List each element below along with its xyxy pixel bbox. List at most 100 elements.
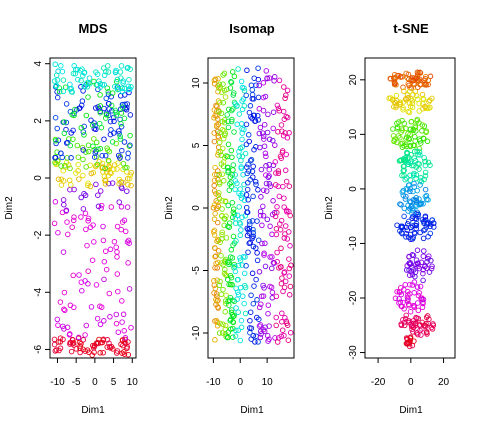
data-point bbox=[419, 304, 426, 311]
data-point bbox=[283, 151, 289, 158]
data-point bbox=[237, 232, 244, 239]
data-point bbox=[86, 75, 93, 81]
data-point bbox=[92, 122, 98, 129]
data-point bbox=[74, 142, 81, 149]
data-point bbox=[233, 238, 239, 244]
data-point bbox=[279, 319, 285, 325]
data-point bbox=[93, 282, 100, 288]
data-point bbox=[227, 317, 233, 324]
data-point bbox=[63, 119, 70, 126]
data-point bbox=[102, 181, 109, 187]
data-point bbox=[260, 326, 267, 333]
data-point bbox=[420, 235, 427, 242]
data-point bbox=[422, 158, 428, 165]
data-point bbox=[222, 266, 228, 273]
data-point bbox=[101, 258, 108, 265]
data-point bbox=[118, 75, 124, 81]
data-point bbox=[89, 122, 96, 128]
data-point bbox=[387, 75, 394, 82]
data-point bbox=[416, 120, 422, 126]
data-point bbox=[268, 284, 275, 290]
data-point bbox=[429, 217, 436, 223]
data-point bbox=[82, 192, 89, 199]
data-point bbox=[101, 72, 108, 79]
x-tick-label: 5 bbox=[111, 377, 117, 388]
data-point bbox=[266, 166, 273, 173]
data-point bbox=[67, 165, 73, 172]
data-point bbox=[411, 180, 417, 187]
data-point bbox=[236, 153, 242, 159]
data-point bbox=[106, 106, 112, 112]
data-point bbox=[126, 240, 132, 246]
data-point bbox=[414, 96, 421, 103]
data-point bbox=[258, 166, 265, 173]
data-point bbox=[108, 102, 115, 109]
data-point bbox=[245, 227, 251, 233]
data-point bbox=[403, 193, 409, 200]
data-point bbox=[237, 220, 243, 226]
data-point bbox=[227, 254, 234, 260]
data-point bbox=[214, 103, 220, 110]
data-point bbox=[241, 270, 248, 277]
data-point bbox=[224, 112, 230, 118]
data-point bbox=[61, 201, 67, 208]
data-point bbox=[54, 94, 61, 101]
data-point bbox=[219, 89, 225, 96]
data-point bbox=[125, 150, 131, 157]
data-point bbox=[75, 76, 81, 83]
data-point bbox=[421, 248, 427, 254]
data-point bbox=[210, 205, 217, 211]
data-point bbox=[245, 179, 251, 186]
data-point bbox=[270, 137, 276, 144]
data-point bbox=[211, 216, 218, 222]
y-tick-label: 20 bbox=[348, 74, 359, 86]
data-point bbox=[51, 78, 58, 84]
data-point bbox=[246, 138, 252, 145]
data-point bbox=[211, 80, 218, 87]
data-point bbox=[234, 212, 241, 219]
data-point bbox=[263, 188, 270, 194]
data-point bbox=[117, 116, 123, 123]
data-point bbox=[286, 256, 292, 262]
data-point bbox=[232, 220, 239, 226]
data-point bbox=[243, 141, 250, 148]
data-point bbox=[422, 263, 428, 269]
data-point bbox=[228, 107, 235, 114]
data-point bbox=[420, 253, 427, 259]
data-point bbox=[416, 136, 423, 142]
data-point bbox=[211, 182, 217, 189]
data-point bbox=[266, 336, 272, 342]
data-point bbox=[410, 197, 417, 203]
data-point bbox=[239, 130, 245, 136]
data-point bbox=[225, 202, 231, 209]
data-point bbox=[410, 172, 417, 178]
data-point bbox=[403, 96, 409, 102]
data-point bbox=[246, 109, 253, 116]
data-point bbox=[425, 159, 432, 166]
data-point bbox=[424, 221, 430, 227]
data-point bbox=[105, 172, 111, 179]
data-point bbox=[243, 263, 249, 269]
data-point bbox=[232, 268, 239, 275]
data-point bbox=[415, 211, 422, 218]
data-point bbox=[221, 178, 227, 184]
data-point bbox=[223, 235, 230, 241]
data-point bbox=[272, 213, 279, 220]
data-point bbox=[262, 150, 269, 157]
data-point bbox=[239, 214, 245, 220]
data-point bbox=[286, 273, 293, 279]
data-point bbox=[113, 244, 119, 250]
data-point bbox=[231, 129, 237, 135]
data-point bbox=[248, 82, 255, 88]
data-point bbox=[259, 130, 266, 136]
data-point bbox=[413, 172, 420, 178]
data-point bbox=[51, 341, 58, 348]
data-point bbox=[403, 136, 409, 142]
data-point bbox=[101, 173, 108, 179]
data-point bbox=[243, 121, 250, 128]
data-point bbox=[258, 331, 264, 337]
data-point bbox=[407, 188, 413, 195]
data-point bbox=[256, 304, 263, 311]
y-tick-label: -4 bbox=[33, 287, 44, 296]
data-point bbox=[407, 131, 413, 138]
